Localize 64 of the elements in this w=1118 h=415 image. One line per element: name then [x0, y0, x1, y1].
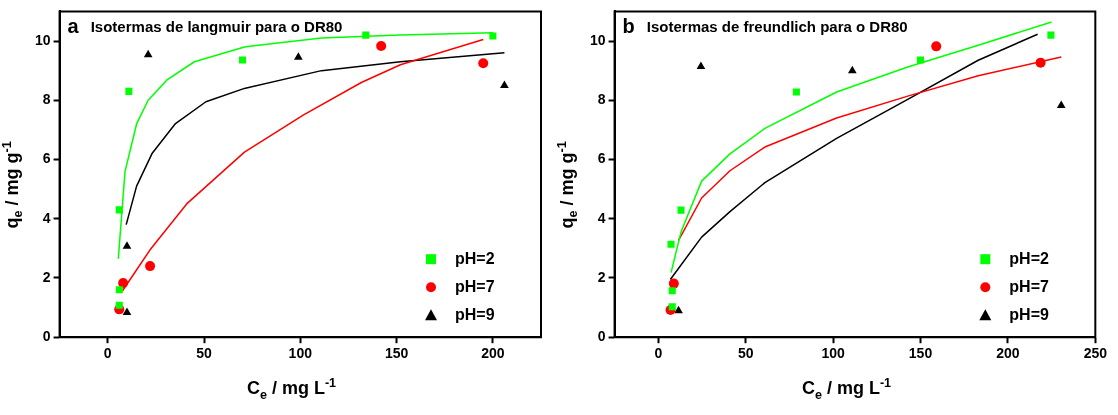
point	[118, 278, 129, 288]
point	[122, 307, 132, 316]
legend-label: pH=9	[455, 305, 495, 323]
x-tick-label: 0	[103, 345, 112, 362]
point	[362, 31, 370, 39]
y-tick-label: 8	[42, 91, 51, 108]
x-tick-label: 0	[654, 345, 663, 362]
x-tick-label: 50	[196, 345, 212, 362]
y-tick-label: 10	[34, 31, 51, 48]
point	[478, 58, 489, 69]
legend-label: pH=2	[1009, 249, 1049, 267]
y-tick-label: 4	[597, 209, 606, 226]
x-axis-title: C$_{e}$ / mg L$^{-1}$	[246, 376, 337, 402]
y-tick-label: 4	[42, 209, 51, 226]
point	[122, 241, 132, 249]
annotation: b	[622, 14, 635, 37]
point	[143, 49, 153, 58]
legend-label: pH=2	[455, 249, 495, 267]
y-tick-label: 8	[597, 91, 606, 108]
point	[1035, 57, 1046, 68]
x-tick-label: 150	[384, 345, 409, 362]
point	[668, 303, 676, 311]
y-tick-label: 2	[597, 268, 606, 285]
point	[847, 65, 857, 74]
x-tick-label: 100	[821, 345, 845, 362]
chart-title: Isotermas de langmuir para o DR80	[90, 18, 343, 36]
y-tick-label: 2	[42, 268, 51, 285]
point	[1056, 100, 1066, 109]
y-tick-label: 6	[42, 150, 51, 167]
point	[489, 32, 497, 40]
point	[376, 41, 387, 52]
annotation: a	[67, 14, 80, 37]
point	[916, 56, 925, 64]
point	[792, 88, 800, 96]
x-tick-label: 150	[908, 345, 933, 362]
point	[115, 286, 123, 294]
point	[145, 261, 156, 272]
point	[674, 305, 683, 314]
x-tick-label: 200	[481, 345, 505, 362]
legend-label: pH=9	[1009, 305, 1049, 323]
x-axis-title: C$_{e}$ / mg L$^{-1}$	[801, 376, 892, 402]
x-tick-label: 200	[996, 345, 1020, 362]
point	[931, 41, 942, 52]
legend-label: pH=7	[455, 277, 495, 295]
point	[238, 56, 247, 64]
y-tick-label: 6	[597, 150, 606, 167]
point	[667, 240, 675, 248]
point	[1047, 31, 1055, 39]
point	[696, 61, 706, 69]
y-tick-label: 0	[42, 328, 51, 345]
y-tick-label: 0	[597, 328, 606, 345]
point	[294, 52, 303, 60]
legend-label: pH=7	[1009, 277, 1049, 295]
point	[668, 287, 676, 295]
chart-title: Isotermas de freundlich para o DR80	[646, 18, 908, 36]
point	[125, 87, 133, 95]
x-tick-label: 100	[288, 345, 313, 362]
y-tick-label: 10	[589, 31, 606, 48]
point	[677, 206, 685, 214]
point	[115, 301, 123, 309]
x-tick-label: 250	[1083, 345, 1108, 362]
x-tick-label: 50	[737, 345, 754, 362]
point	[500, 80, 509, 88]
point	[115, 206, 123, 214]
